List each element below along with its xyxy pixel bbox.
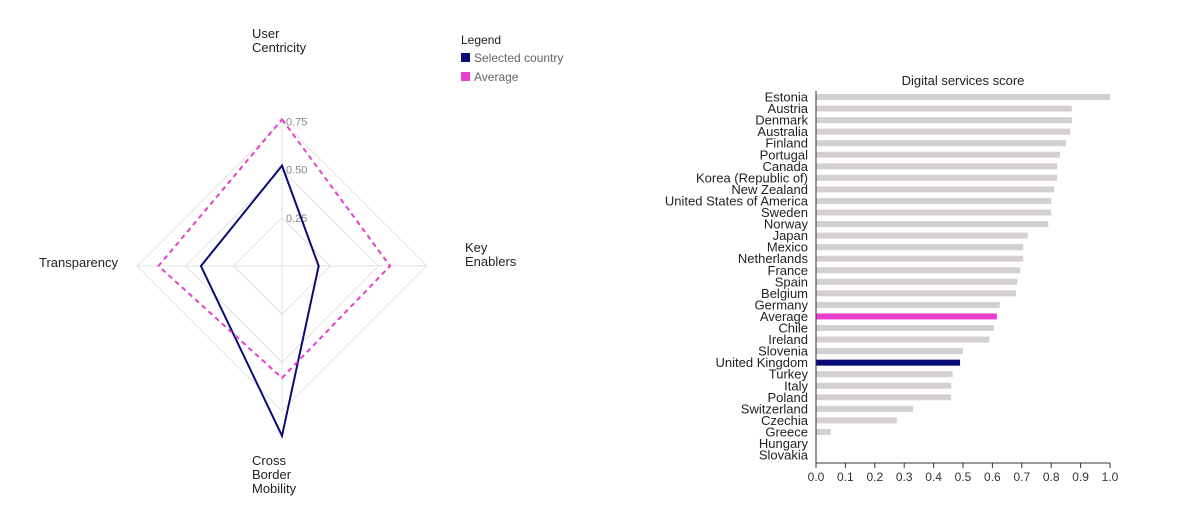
bar-category-label: Czechia <box>761 413 809 428</box>
bar <box>816 336 990 343</box>
radar-axis-label: Cross Border Mobility <box>252 453 297 496</box>
radar-axis-label-line: Border <box>252 467 292 482</box>
bar <box>816 221 1049 228</box>
bar-category-label: Denmark <box>755 113 808 128</box>
radar-ring-label: 0.75 <box>286 116 307 128</box>
radar-axis-label: Transparency <box>39 255 118 270</box>
radar-axis-label-line: Transparency <box>39 255 118 270</box>
bar <box>816 359 961 366</box>
bar <box>816 163 1058 170</box>
bar <box>816 186 1055 193</box>
radar-axis-label-line: User <box>252 26 280 41</box>
x-tick-label: 0.3 <box>896 470 913 484</box>
radar-axis-label-line: Cross <box>252 453 286 468</box>
x-tick-label: 0.6 <box>984 470 1001 484</box>
bar-category-label: Spain <box>775 274 808 289</box>
x-tick-label: 0.4 <box>925 470 942 484</box>
x-tick-label: 0.1 <box>837 470 854 484</box>
bar-category-label: Hungary <box>759 436 809 451</box>
bar <box>816 105 1072 112</box>
radar-ring-label: 0.50 <box>286 165 307 177</box>
bar-category-label: Finland <box>765 136 808 151</box>
bar-category-label: Average <box>760 309 808 324</box>
bar-category-label: Canada <box>762 159 808 174</box>
bar <box>816 405 914 412</box>
radar-ring-label: 0.25 <box>286 213 307 225</box>
bar-category-label: Estonia <box>765 90 809 105</box>
bar-chart: Digital services score EstoniaAustriaDenm… <box>665 73 1119 484</box>
bar <box>816 417 897 424</box>
legend-title: Legend <box>461 33 501 47</box>
bar-category-label: Poland <box>768 390 808 405</box>
bar-category-label: Norway <box>764 217 809 232</box>
bar-chart-title: Digital services score <box>902 73 1025 88</box>
x-tick-label: 0.8 <box>1043 470 1060 484</box>
bar <box>816 94 1110 100</box>
bar-category-label: New Zealand <box>731 182 808 197</box>
x-tick-label: 0.2 <box>866 470 883 484</box>
bar-category-label: France <box>768 263 808 278</box>
bar-category-label: Slovakia <box>759 448 809 463</box>
bar <box>816 151 1061 158</box>
radar-axis-label-line: Key <box>465 240 488 255</box>
bar <box>816 197 1052 204</box>
bar-category-label: Sweden <box>761 205 808 220</box>
bar-category-label: Turkey <box>769 367 809 382</box>
bar-category-label: Germany <box>755 297 809 312</box>
radar-chart: 0.25 0.50 0.75 User Centricity Key Enablers Cro… <box>39 26 563 496</box>
radar-axis-label-line: Centricity <box>252 40 307 55</box>
bar <box>816 428 831 435</box>
bar-category-label: Chile <box>778 321 808 336</box>
bar <box>816 267 1021 274</box>
bar <box>816 371 953 378</box>
bar <box>816 348 963 355</box>
bar-category-label: United Kingdom <box>716 355 809 370</box>
x-tick-label: 1.0 <box>1102 470 1119 484</box>
x-tick-label: 0.7 <box>1013 470 1030 484</box>
bar-category-label: Belgium <box>761 286 808 301</box>
bar <box>816 278 1018 285</box>
bar <box>816 117 1072 124</box>
bar <box>816 325 994 331</box>
bar <box>816 209 1052 216</box>
bar-category-label: Ireland <box>768 332 808 347</box>
legend-swatch <box>461 53 470 62</box>
bar <box>816 394 952 401</box>
bar <box>816 244 1024 251</box>
bar-category-label: Italy <box>784 378 808 393</box>
bar <box>816 174 1058 181</box>
radar-series-selected-country <box>199 163 320 439</box>
bar-category-label: Austria <box>768 101 809 116</box>
legend-swatch <box>461 72 470 81</box>
legend-item-label: Selected country <box>474 51 563 65</box>
bar-category-label: Korea (Republic of) <box>696 170 808 185</box>
bar-category-label: Switzerland <box>741 401 808 416</box>
x-tick-label: 0.9 <box>1072 470 1089 484</box>
bar-category-label: Netherlands <box>738 251 809 266</box>
bar <box>816 313 997 320</box>
legend-item-label: Average <box>474 70 519 84</box>
bar-category-label: Mexico <box>767 240 808 255</box>
x-tick-label: 0.5 <box>955 470 972 484</box>
radar-series-average <box>157 117 392 380</box>
bar-category-label: United States of America <box>665 193 809 208</box>
bar-category-label: Australia <box>757 124 808 139</box>
bar <box>816 232 1028 239</box>
bar <box>816 128 1071 135</box>
bar-category-label: Slovenia <box>758 344 809 359</box>
radar-axis-label: Key Enablers <box>465 240 517 269</box>
radar-axis-label: User Centricity <box>252 26 307 55</box>
bar-category-label: Greece <box>765 424 808 439</box>
bar <box>816 382 952 389</box>
bar-category-label: Portugal <box>760 147 809 162</box>
bar <box>816 290 1016 297</box>
bar <box>816 140 1066 147</box>
x-tick-label: 0.0 <box>808 470 825 484</box>
radar-axis-label-line: Enablers <box>465 254 517 269</box>
radar-axis-label-line: Mobility <box>252 481 297 496</box>
bar-category-label: Japan <box>773 228 808 243</box>
bar <box>816 255 1024 262</box>
bar <box>816 301 1000 308</box>
